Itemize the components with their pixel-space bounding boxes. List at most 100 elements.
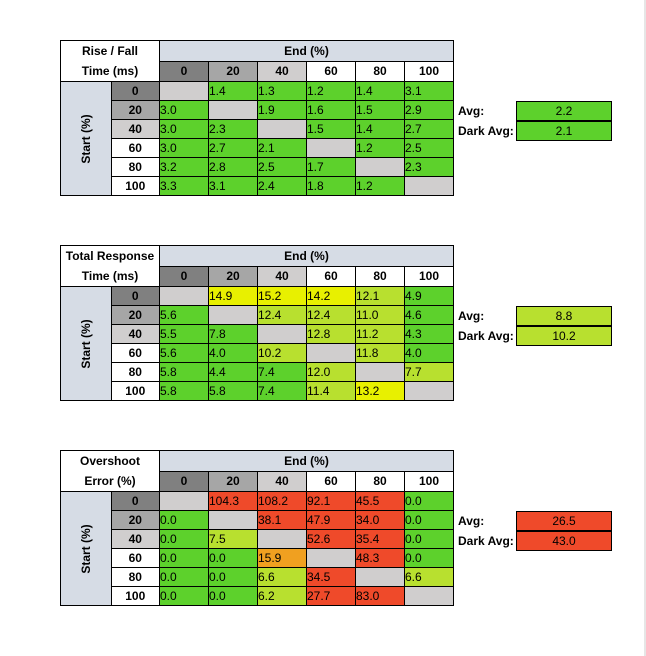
heatmap-cell: 2.1 (257, 138, 307, 158)
heatmap-cell: 3.3 (159, 176, 209, 196)
heatmap-cell: 3.2 (159, 157, 209, 177)
table-row: Start (%) 0 104.3 108.2 92.1 45.5 0.0 (60, 491, 454, 606)
heatmap-cell: 4.4 (208, 362, 258, 382)
avg-label: Avg: (458, 104, 485, 118)
heatmap-cell: 1.9 (257, 100, 307, 120)
heatmap-cell: 5.6 (159, 305, 209, 325)
heatmap-cell (306, 138, 356, 158)
heatmap-cell (355, 157, 405, 177)
heatmap-cell: 34.0 (355, 510, 405, 530)
heatmap-cell: 11.0 (355, 305, 405, 325)
heatmap-cell: 1.2 (306, 81, 356, 101)
table-title-line: Time (ms) (81, 64, 139, 78)
row-header: 20 (110, 100, 160, 120)
table-row: Start (%) 0 1.4 1.3 1.2 1.4 3.1 (60, 81, 454, 196)
avg-value: 26.5 (516, 511, 612, 531)
heatmap-cell: 2.9 (404, 100, 454, 120)
heatmap-cell (404, 176, 454, 196)
table-row: 20 0.0 38.1 47.9 34.0 0.0 (61, 510, 454, 530)
heatmap-cell: 10.2 (257, 343, 307, 363)
table-row: 80 3.2 2.8 2.5 1.7 2.3 (61, 157, 454, 177)
table-row: 60 3.0 2.7 2.1 1.2 2.5 (61, 138, 454, 158)
column-header: 60 (306, 470, 356, 492)
row-header: 100 (110, 381, 160, 401)
heatmap-table: Overshoot Error (%) End (%) 0 20 40 60 80 100 Sta… (60, 450, 454, 606)
heatmap-cell (159, 491, 209, 511)
heatmap-cell: 5.8 (208, 381, 258, 401)
table-title-line: Overshoot (79, 454, 140, 468)
start-axis-label: Start (%) (60, 286, 112, 401)
dark-avg-label: Dark Avg: (458, 329, 514, 343)
row-header: 0 (110, 81, 160, 101)
table-title-line: Rise / Fall (81, 44, 139, 58)
row-header: 60 (110, 138, 160, 158)
row-header: 40 (110, 324, 160, 344)
column-header: 0 (159, 265, 209, 287)
heatmap-cell: 15.2 (257, 286, 307, 306)
heatmap-cell: 11.8 (355, 343, 405, 363)
heatmap-cell: 11.4 (306, 381, 356, 401)
row-header: 40 (110, 119, 160, 139)
header-row: Overshoot Error (%) End (%) (60, 450, 454, 492)
heatmap-cell (208, 510, 258, 530)
heatmap-cell: 1.7 (306, 157, 356, 177)
table-row: 60 5.6 4.0 10.2 11.8 4.0 (61, 343, 454, 363)
table-row: 20 3.0 1.9 1.6 1.5 2.9 (61, 100, 454, 120)
heatmap-cell: 7.5 (208, 529, 258, 549)
heatmap-cell: 2.7 (208, 138, 258, 158)
heatmap-cell: 0.0 (159, 529, 209, 549)
heatmap-cell: 12.1 (355, 286, 405, 306)
row-header: 60 (110, 343, 160, 363)
heatmap-cell: 15.9 (257, 548, 307, 568)
heatmap-block: Total Response Time (ms) End (%) 0 20 40 60 80 1… (60, 245, 454, 401)
heatmap-cell: 34.5 (306, 567, 356, 587)
heatmap-cell: 7.7 (404, 362, 454, 382)
dark-avg-label: Dark Avg: (458, 534, 514, 548)
heatmap-cell: 7.8 (208, 324, 258, 344)
column-header: 40 (257, 265, 307, 287)
column-header: 100 (404, 265, 454, 287)
dark-avg-value: 43.0 (516, 531, 612, 551)
table-row: 100 3.3 3.1 2.4 1.8 1.2 (61, 176, 454, 196)
table-title: Overshoot Error (%) (60, 450, 160, 492)
table-row: Start (%) 0 14.9 15.2 14.2 12.1 4.9 (60, 286, 454, 401)
heatmap-cell (257, 529, 307, 549)
column-header: 0 (159, 470, 209, 492)
heatmap-cell (355, 567, 405, 587)
heatmap-cell: 1.4 (355, 119, 405, 139)
heatmap-cell: 1.8 (306, 176, 356, 196)
heatmap-cell (404, 586, 454, 606)
table-title-line: Time (ms) (81, 269, 139, 283)
row-header: 100 (110, 586, 160, 606)
table-row: 20 5.6 12.4 12.4 11.0 4.6 (61, 305, 454, 325)
avg-label: Avg: (458, 514, 485, 528)
table-title-line: Total Response (65, 249, 155, 263)
end-axis-label: End (%) (159, 450, 454, 472)
heatmap-cell: 35.4 (355, 529, 405, 549)
row-header: 40 (110, 529, 160, 549)
heatmap-cell: 0.0 (208, 586, 258, 606)
column-header: 80 (355, 470, 405, 492)
heatmap-cell (257, 324, 307, 344)
heatmap-cell (404, 381, 454, 401)
column-header: 100 (404, 470, 454, 492)
heatmap-cell: 11.2 (355, 324, 405, 344)
heatmap-cell: 52.6 (306, 529, 356, 549)
heatmap-cell: 3.1 (404, 81, 454, 101)
heatmap-cell: 4.6 (404, 305, 454, 325)
end-axis-label: End (%) (159, 40, 454, 62)
heatmap-cell: 2.4 (257, 176, 307, 196)
heatmap-cell: 4.0 (404, 343, 454, 363)
heatmap-cell: 0.0 (159, 586, 209, 606)
heatmap-cell: 4.3 (404, 324, 454, 344)
column-header-row: 0 20 40 60 80 100 (61, 60, 454, 82)
heatmap-cell: 1.2 (355, 176, 405, 196)
heatmap-cell: 12.0 (306, 362, 356, 382)
table-row: 100 5.8 5.8 7.4 11.4 13.2 (61, 381, 454, 401)
heatmap-cell: 1.6 (306, 100, 356, 120)
column-header: 40 (257, 470, 307, 492)
heatmap-table: Total Response Time (ms) End (%) 0 20 40 60 80 1… (60, 245, 454, 401)
end-axis-label: End (%) (159, 245, 454, 267)
header-row: Rise / Fall Time (ms) End (%) (60, 40, 454, 82)
heatmap-cell: 5.8 (159, 381, 209, 401)
